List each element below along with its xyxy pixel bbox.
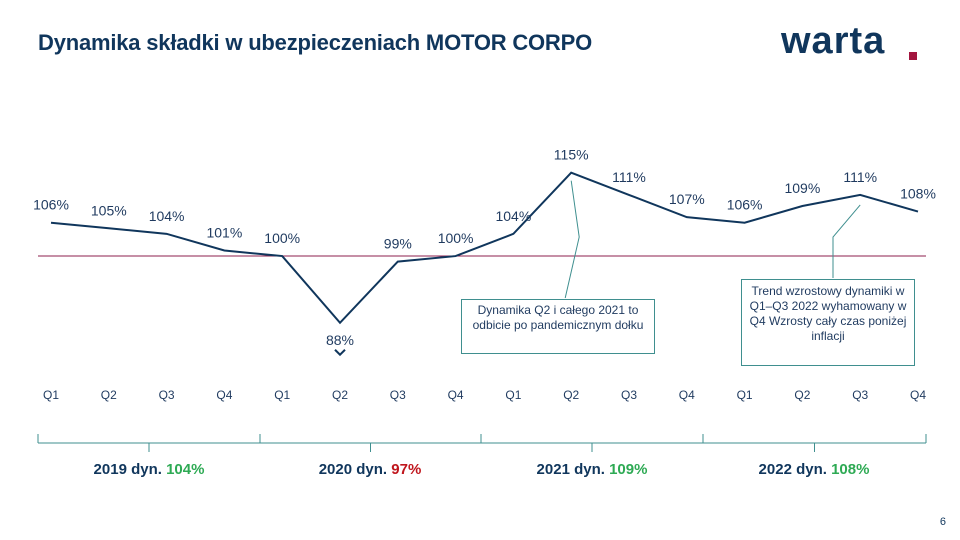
year-label-2021: 2021 dyn. 109% <box>536 461 648 478</box>
x-tick-label: Q3 <box>159 388 175 402</box>
x-tick-label: Q1 <box>737 388 753 402</box>
annotation-2022: Trend wzrostowy dynamiki w Q1–Q3 2022 wy… <box>741 279 915 366</box>
page-title: Dynamika składki w ubezpieczeniach MOTOR… <box>38 30 593 55</box>
year-label-2022: 2022 dyn. 108% <box>758 461 870 478</box>
data-label: 100% <box>264 230 300 246</box>
data-label: 111% <box>843 169 877 185</box>
annotation-pointer <box>564 180 580 299</box>
annotation-pointer <box>832 204 861 278</box>
x-tick-label: Q1 <box>43 388 59 402</box>
x-tick-label: Q1 <box>274 388 290 402</box>
year-value: 109% <box>609 461 648 478</box>
x-tick-label: Q4 <box>448 388 464 402</box>
data-label: 104% <box>495 208 531 224</box>
x-tick-label: Q4 <box>679 388 695 402</box>
data-label: 99% <box>384 236 412 252</box>
data-label: 106% <box>727 197 763 213</box>
annotation-2021: Dynamika Q2 i całego 2021 to odbicie po … <box>461 299 655 354</box>
year-value: 108% <box>831 461 870 478</box>
x-tick-label: Q4 <box>910 388 926 402</box>
data-label: 106% <box>33 197 69 213</box>
x-tick-label: Q2 <box>332 388 348 402</box>
x-tick-label: Q2 <box>101 388 117 402</box>
series-line <box>50 171 919 325</box>
x-tick-label: Q3 <box>621 388 637 402</box>
data-label: 105% <box>91 202 127 218</box>
x-tick-label: Q3 <box>390 388 406 402</box>
x-tick-label: Q1 <box>505 388 521 402</box>
logo-dot <box>909 52 917 60</box>
year-value: 104% <box>166 461 205 478</box>
warta-logo: warta <box>781 20 886 62</box>
year-label-2020: 2020 dyn. 97% <box>318 461 422 478</box>
data-label: 111% <box>612 169 646 185</box>
data-label: 107% <box>669 191 705 207</box>
data-label: 101% <box>206 225 242 241</box>
data-label: 88% <box>326 332 354 348</box>
data-label: 104% <box>149 208 185 224</box>
data-label: 115% <box>554 147 589 163</box>
x-tick-label: Q2 <box>563 388 579 402</box>
x-tick-label: Q3 <box>852 388 868 402</box>
page-number: 6 <box>939 516 946 528</box>
data-label: 108% <box>900 186 936 202</box>
data-label: 100% <box>438 230 474 246</box>
year-label-2019: 2019 dyn. 104% <box>93 461 205 478</box>
year-value: 97% <box>391 461 422 478</box>
data-label: 109% <box>784 180 820 196</box>
x-tick-label: Q2 <box>794 388 810 402</box>
trough-marker <box>334 349 346 357</box>
x-tick-label: Q4 <box>216 388 232 402</box>
